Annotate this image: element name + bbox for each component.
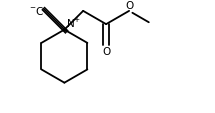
Text: $^{-}$C: $^{-}$C (29, 5, 44, 17)
Text: N$^{+}$: N$^{+}$ (66, 16, 81, 29)
Text: O: O (125, 1, 133, 11)
Text: O: O (102, 47, 110, 56)
